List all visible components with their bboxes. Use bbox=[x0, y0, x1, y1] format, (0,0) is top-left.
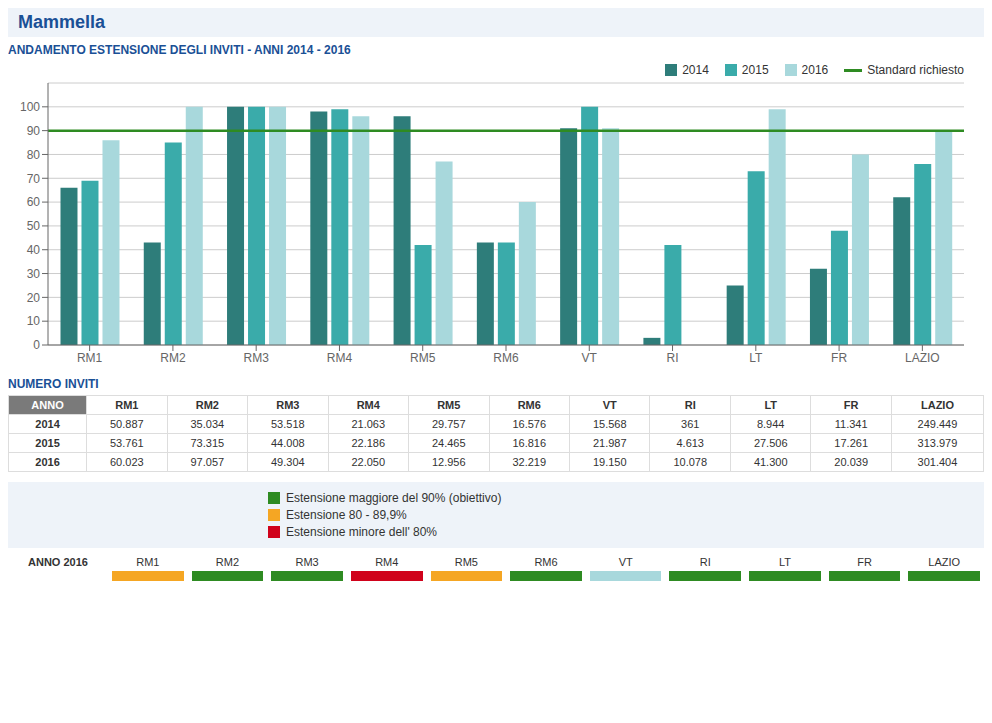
html-text:2016: 2016 bbox=[801, 63, 829, 77]
svg-text:40: 40 bbox=[27, 243, 41, 257]
html-text:RM4: RM4 bbox=[375, 556, 399, 568]
html-text:Mammella: Mammella bbox=[18, 12, 105, 32]
svg-text:RM3: RM3 bbox=[244, 351, 270, 365]
html-text:VT: VT bbox=[602, 399, 617, 411]
html-text:16.816: 16.816 bbox=[512, 437, 547, 449]
html-text:29.757: 29.757 bbox=[431, 418, 466, 430]
html-text:22.050: 22.050 bbox=[351, 456, 386, 468]
html-text:LT: LT bbox=[764, 399, 777, 411]
html-text:41.300: 41.300 bbox=[753, 456, 788, 468]
svg-text:RM6: RM6 bbox=[493, 351, 519, 365]
html-text:ANDAMENTO ESTENSIONE DEGLI INV: ANDAMENTO ESTENSIONE DEGLI INVITI - ANNI… bbox=[8, 43, 351, 57]
html-text:32.219: 32.219 bbox=[512, 456, 547, 468]
html-text:RM6: RM6 bbox=[534, 556, 558, 568]
svg-text:80: 80 bbox=[27, 148, 41, 162]
html-text:RM1: RM1 bbox=[136, 556, 160, 568]
html-text:RM6: RM6 bbox=[517, 399, 541, 411]
svg-text:RM5: RM5 bbox=[410, 351, 436, 365]
html-text:73.315: 73.315 bbox=[190, 437, 225, 449]
html-text:12.956: 12.956 bbox=[431, 456, 466, 468]
html-text:60.023: 60.023 bbox=[110, 456, 144, 468]
html-text:LAZIO: LAZIO bbox=[921, 399, 954, 411]
html-text:2015: 2015 bbox=[741, 63, 769, 77]
html-text:24.465: 24.465 bbox=[431, 437, 466, 449]
html-text:FR: FR bbox=[857, 556, 872, 568]
html-text:4.613: 4.613 bbox=[676, 437, 704, 449]
html-text:RM2: RM2 bbox=[215, 556, 240, 568]
html-text:FR: FR bbox=[843, 399, 859, 411]
html-text:50.887: 50.887 bbox=[110, 418, 144, 430]
html-text:97.057: 97.057 bbox=[190, 456, 225, 468]
svg-text:20: 20 bbox=[27, 291, 41, 305]
html-text:15.568: 15.568 bbox=[592, 418, 627, 430]
html-text:Estensione maggiore del 90% (o: Estensione maggiore del 90% (obiettivo) bbox=[286, 491, 502, 505]
html-text:17.261: 17.261 bbox=[834, 437, 868, 449]
html-text:16.576: 16.576 bbox=[512, 418, 547, 430]
html-text:22.186: 22.186 bbox=[351, 437, 386, 449]
svg-text:0: 0 bbox=[33, 338, 40, 352]
html-text:2014: 2014 bbox=[35, 418, 60, 430]
html-text:RI: RI bbox=[699, 556, 711, 568]
html-text:313.979: 313.979 bbox=[917, 437, 958, 449]
html-text:RM1: RM1 bbox=[115, 399, 139, 411]
svg-text:RM1: RM1 bbox=[77, 351, 103, 365]
html-text:ANNO: ANNO bbox=[31, 399, 64, 411]
html-text:11.341: 11.341 bbox=[834, 418, 868, 430]
html-text:2016: 2016 bbox=[35, 456, 60, 468]
svg-text:60: 60 bbox=[27, 195, 41, 209]
html-text:53.761: 53.761 bbox=[110, 437, 144, 449]
svg-text:30: 30 bbox=[27, 267, 41, 281]
html-text:NUMERO INVITI: NUMERO INVITI bbox=[8, 377, 99, 391]
html-text:27.506: 27.506 bbox=[753, 437, 788, 449]
svg-text:RM2: RM2 bbox=[160, 351, 186, 365]
html-text:RM3: RM3 bbox=[295, 556, 319, 568]
svg-text:100: 100 bbox=[20, 100, 40, 114]
svg-text:70: 70 bbox=[27, 172, 41, 186]
html-text:53.518: 53.518 bbox=[271, 418, 305, 430]
svg-text:FR: FR bbox=[831, 351, 847, 365]
html-text:49.304: 49.304 bbox=[271, 456, 305, 468]
html-text:Estensione 80 - 89,9%: Estensione 80 - 89,9% bbox=[286, 508, 407, 522]
html-text:2014: 2014 bbox=[682, 63, 709, 77]
svg-text:90: 90 bbox=[27, 124, 41, 138]
html-text:2015: 2015 bbox=[35, 437, 60, 449]
html-text:19.150: 19.150 bbox=[592, 456, 627, 468]
svg-text:10: 10 bbox=[27, 314, 41, 328]
svg-text:LAZIO: LAZIO bbox=[905, 351, 940, 365]
html-text:361: 361 bbox=[681, 418, 700, 430]
html-text:ANNO 2016: ANNO 2016 bbox=[28, 556, 88, 568]
svg-text:RM4: RM4 bbox=[327, 351, 353, 365]
html-text:249.449: 249.449 bbox=[917, 418, 958, 430]
html-text:RM5: RM5 bbox=[437, 399, 461, 411]
html-text:VT: VT bbox=[618, 556, 633, 568]
html-text:LAZIO: LAZIO bbox=[928, 556, 961, 568]
html-text:RM5: RM5 bbox=[454, 556, 478, 568]
html-text:8.944: 8.944 bbox=[756, 418, 785, 430]
html-text:44.008: 44.008 bbox=[271, 437, 305, 449]
html-text:Standard richiesto: Standard richiesto bbox=[867, 63, 964, 77]
svg-text:50: 50 bbox=[27, 219, 41, 233]
svg-text:RI: RI bbox=[667, 351, 679, 365]
html-text:10.078: 10.078 bbox=[673, 456, 707, 468]
html-text:RI: RI bbox=[684, 399, 696, 411]
html-text:20.039: 20.039 bbox=[834, 456, 868, 468]
html-text:21.987: 21.987 bbox=[592, 437, 627, 449]
html-text:RM2: RM2 bbox=[195, 399, 219, 411]
html-text:LT: LT bbox=[778, 556, 791, 568]
html-text:301.404: 301.404 bbox=[917, 456, 958, 468]
html-text:21.063: 21.063 bbox=[351, 418, 386, 430]
html-text:Estensione minore dell' 80%: Estensione minore dell' 80% bbox=[286, 525, 437, 539]
html-text:35.034: 35.034 bbox=[190, 418, 225, 430]
html-text:RM4: RM4 bbox=[356, 399, 380, 411]
html-text:RM3: RM3 bbox=[276, 399, 300, 411]
svg-text:VT: VT bbox=[582, 351, 598, 365]
svg-text:LT: LT bbox=[749, 351, 763, 365]
